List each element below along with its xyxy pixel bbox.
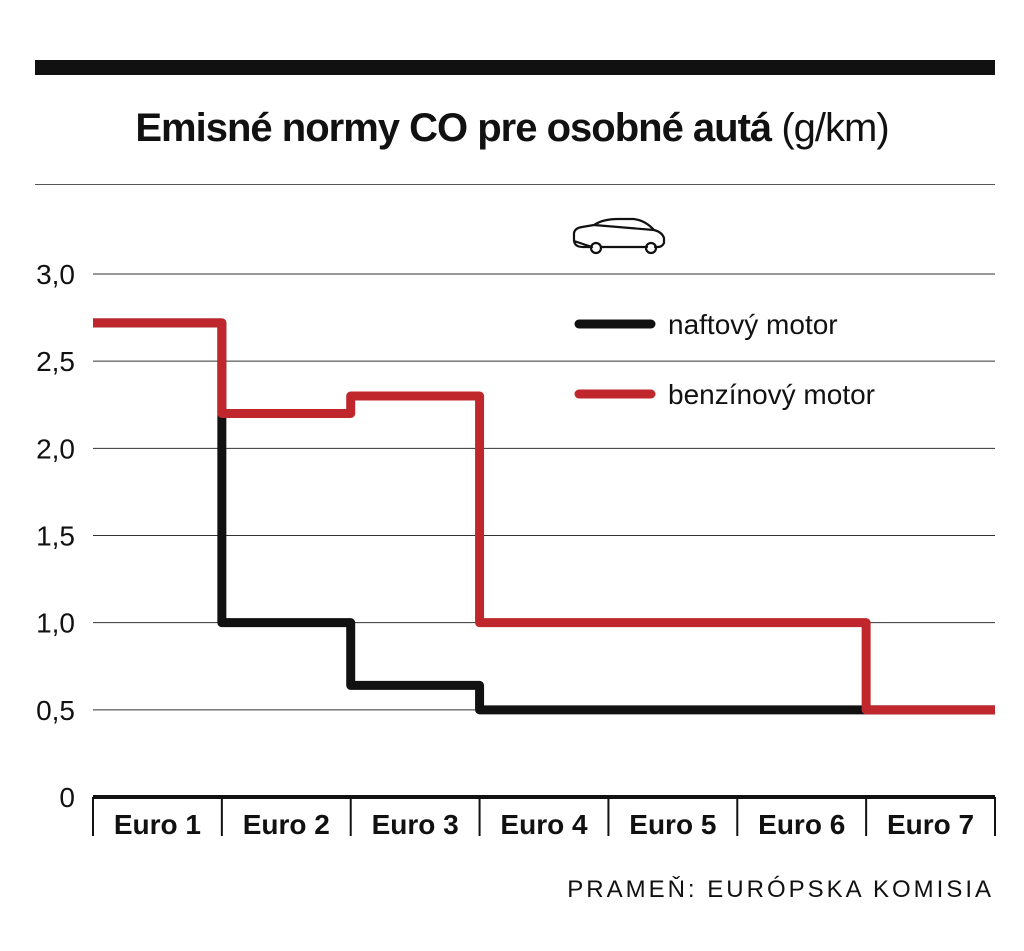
x-tick-label: Euro 4: [500, 809, 588, 840]
x-tick-label: Euro 6: [758, 809, 845, 840]
x-tick-label: Euro 1: [114, 809, 201, 840]
x-axis: Euro 1 Euro 2 Euro 3 Euro 4 Euro 5 Euro 6 Euro…: [92, 795, 996, 840]
source-note: PRAMEŇ: EURÓPSKA KOMISIA: [567, 876, 994, 903]
legend: naftový motor benzínový motor: [572, 217, 875, 410]
series-line-petrol: [93, 318, 995, 715]
title-divider: [35, 184, 995, 185]
top-rule: [35, 60, 995, 75]
x-tick-label: Euro 5: [629, 809, 716, 840]
x-tick-label: Euro 2: [243, 809, 330, 840]
y-tick-label: 1,0: [36, 608, 75, 639]
y-axis-ticks: 0 0,5 1,0 1,5 2,0 2,5 3,0: [36, 259, 75, 813]
chart-title: Emisné normy CO pre osobné autá (g/km): [0, 100, 1024, 156]
legend-label: benzínový motor: [668, 379, 875, 410]
x-tick-label: Euro 3: [372, 809, 459, 840]
y-tick-label: 2,0: [36, 433, 75, 464]
series-lines: [93, 318, 995, 715]
legend-label: naftový motor: [668, 309, 838, 340]
car-icon: [572, 217, 666, 255]
y-tick-label: 0: [59, 782, 75, 813]
chart-title-main: Emisné normy CO pre osobné autá: [135, 106, 772, 150]
y-tick-label: 1,5: [36, 521, 75, 552]
y-tick-label: 2,5: [36, 346, 75, 377]
chart-title-unit: (g/km): [781, 106, 889, 150]
series-line-diesel: [93, 318, 995, 715]
x-tick-label: Euro 7: [887, 809, 974, 840]
y-tick-label: 0,5: [36, 695, 75, 726]
y-tick-label: 3,0: [36, 259, 75, 290]
grid-lines: [93, 273, 995, 711]
